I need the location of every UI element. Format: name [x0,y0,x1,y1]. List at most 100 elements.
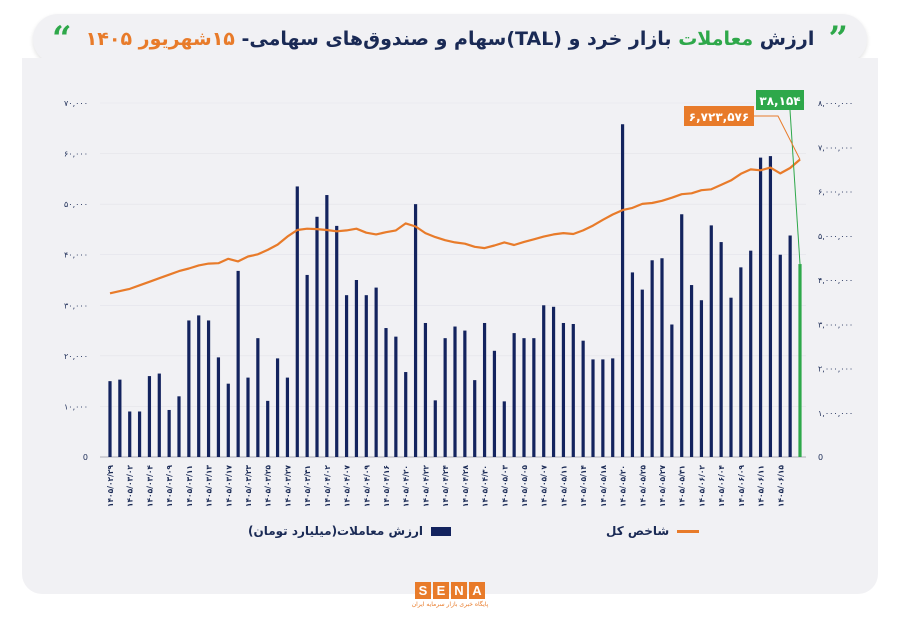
chart-panel [22,58,878,594]
x-tick-label: ۱۴۰۵/۰۴/۰۷ [343,465,352,508]
bar [749,250,753,457]
bar [335,225,339,457]
bar [601,359,605,457]
bar [778,254,782,457]
title-part4: ۱۵شهریور ۱۴۰۵ [85,28,235,50]
last-bar-leader-line [789,109,801,265]
x-tick-label: ۱۴۰۵/۰۵/۰۵ [520,465,529,508]
x-tick-label: ۱۴۰۵/۰۳/۳۱ [303,465,312,507]
bar [285,377,290,457]
bar [128,411,132,457]
bar [364,295,368,457]
x-tick-label: ۱۴۰۵/۰۴/۰۹ [362,465,371,508]
left-axis-tick-label: ۴۰,۰۰۰ [64,251,88,260]
bar [709,225,713,457]
bar [216,357,221,457]
quote-close-icon: ” [828,19,848,59]
bar [561,322,566,457]
bar [197,315,201,457]
x-tick-label: ۱۴۰۵/۰۳/۲۵ [264,465,273,508]
last-bar-value-box [756,90,804,110]
bar [266,400,270,457]
bar [660,258,664,457]
x-tick-label: ۱۴۰۵/۰۴/۱۶ [382,465,391,507]
left-axis-tick-label: ۵۰,۰۰۰ [64,200,88,209]
left-axis-tick-label: ۲۰,۰۰۰ [64,352,88,361]
last-bar-value-label: ۳۸,۱۵۴ [759,94,800,108]
x-tick-label: ۱۴۰۵/۰۴/۳۰ [481,465,490,507]
bar [413,204,418,457]
right-axis-tick-label: ۲,۰۰۰,۰۰۰ [818,365,853,374]
bar [680,214,684,457]
sena-logo: S E N A پایگاه خبری بازار سرمایه ایران [402,580,498,614]
x-tick-label: ۱۴۰۵/۰۶/۰۲ [697,465,706,508]
bar [236,270,240,457]
bar [768,156,773,457]
x-tick-label: ۱۴۰۵/۰۳/۰۹ [165,465,174,508]
x-tick-label: ۱۴۰۵/۰۶/۰۴ [717,465,726,508]
x-tick-label: ۱۴۰۵/۰۳/۰۲ [126,465,135,508]
x-tick-label: ۱۴۰۵/۰۴/۲۸ [461,465,470,508]
bar [423,322,428,457]
legend-bar-swatch [431,526,452,536]
left-axis-tick-label: 0 [83,453,88,462]
last-index-value-box [684,106,754,126]
x-tick-label: ۱۴۰۵/۰۵/۱۱ [559,465,568,507]
title-part1: ارزش [759,28,815,50]
bar [522,338,526,457]
bar [137,411,142,457]
right-axis-tick-label: ۳,۰۰۰,۰۰۰ [818,320,853,329]
bar [404,372,408,457]
x-tick-label: ۱۴۰۵/۰۴/۰۲ [323,465,332,508]
bar [226,383,230,457]
bar [739,267,743,457]
x-tick-label: ۱۴۰۵/۰۴/۲۲ [421,465,430,508]
bar [719,242,723,457]
bar [463,330,467,457]
bar [798,264,802,457]
x-tick-label: ۱۴۰۵/۰۴/۲۰ [402,465,411,507]
right-axis-tick-label: 0 [818,453,823,462]
logo-letter: A [469,582,485,599]
bar [394,336,398,457]
bar [443,338,447,457]
bar [492,350,497,457]
last-index-value-label: ۶,۷۲۳,۵۷۶ [689,110,749,124]
title-part2: معاملات [678,28,754,50]
bar [689,285,694,457]
bar [502,401,506,457]
x-tick-label: ۱۴۰۵/۰۳/۲۷ [283,465,292,508]
bar [275,358,280,457]
bar [256,338,260,457]
logo-letter: N [451,582,467,599]
bar [551,306,556,457]
x-tick-label: ۱۴۰۵/۰۳/۰۴ [145,465,154,508]
right-axis-tick-label: ۸,۰۰۰,۰۰۰ [818,99,853,108]
index-line [109,158,801,295]
bar [611,358,615,457]
bar [482,322,487,457]
bar [295,186,299,457]
x-tick-label: ۱۴۰۵/۰۵/۱۴ [579,465,588,508]
left-axis-tick-label: ۷۰,۰۰۰ [64,99,88,108]
bar [167,409,171,457]
left-axis-tick-label: ۳۰,۰۰۰ [64,301,88,310]
bar [206,320,211,457]
bar [384,328,388,457]
right-axis-tick-label: ۴,۰۰۰,۰۰۰ [818,276,853,285]
left-axis-tick-label: ۶۰,۰۰۰ [64,150,88,159]
x-tick-label: ۱۴۰۵/۰۵/۲۰ [619,465,628,507]
x-tick-label: ۱۴۰۵/۰۳/۱۱ [185,465,194,507]
bar [650,260,654,457]
bar [620,124,625,458]
bar [187,320,191,457]
x-tick-label: ۱۴۰۵/۰۵/۰۷ [540,465,549,508]
legend-line-swatch [677,529,700,533]
bar [157,373,161,457]
bar [453,326,457,457]
bar [246,377,250,457]
logo-subtitle: پایگاه خبری بازار سرمایه ایران [411,601,489,608]
bar [788,235,792,457]
bar [118,379,122,457]
